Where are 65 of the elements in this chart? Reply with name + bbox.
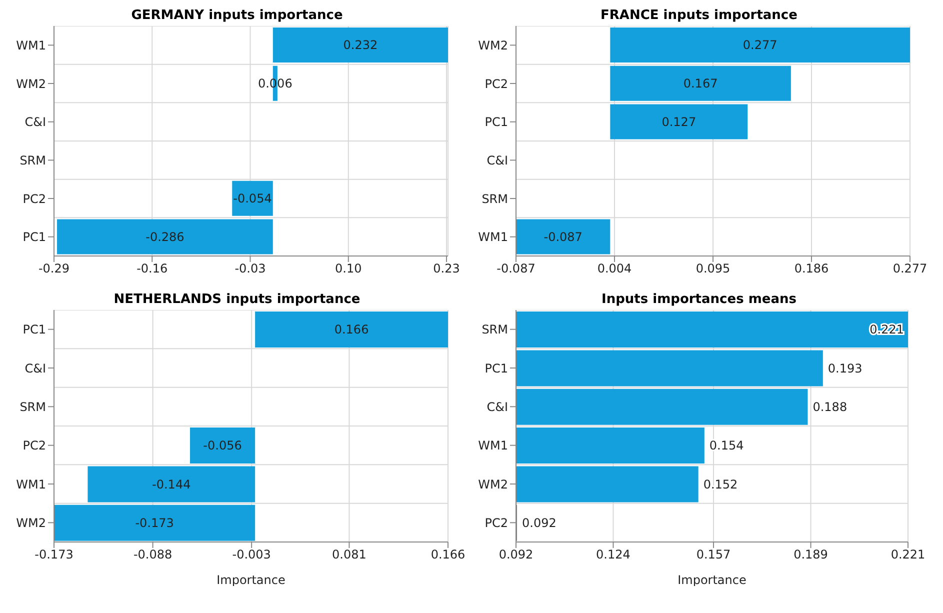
data-label: -0.056 <box>203 438 242 453</box>
x-tick-label: -0.088 <box>133 548 172 562</box>
data-label: 0.232 <box>343 38 378 52</box>
y-tick-label: PC1 <box>484 115 508 130</box>
x-tick-label: 0.095 <box>696 262 730 276</box>
data-label: 0.127 <box>662 114 696 129</box>
data-label: 0.154 <box>709 438 744 453</box>
x-tick-label: -0.003 <box>232 548 271 562</box>
data-label: 0.221 <box>870 322 904 337</box>
y-tick-label: SRM <box>20 153 46 168</box>
y-tick-label: WM1 <box>478 230 508 244</box>
data-label: -0.087 <box>544 230 582 244</box>
y-tick-label: C&I <box>24 361 46 376</box>
x-tick-label: 0.092 <box>498 548 534 562</box>
y-tick-label: C&I <box>24 115 46 130</box>
x-tick-label: 0.277 <box>892 262 928 276</box>
y-tick-label: WM2 <box>16 516 46 530</box>
y-tick-label: WM1 <box>478 438 508 453</box>
chart-title: Inputs importances means <box>600 292 798 309</box>
data-label: -0.173 <box>135 516 174 530</box>
y-tick-label: WM2 <box>478 477 508 492</box>
data-label: 0.277 <box>742 38 778 52</box>
x-tick-label: 0.186 <box>794 262 829 276</box>
chart-title: GERMANY inputs importance <box>130 8 344 25</box>
data-label: -0.144 <box>152 477 191 492</box>
y-tick-label: C&I <box>486 153 508 168</box>
x-tick-label: 0.10 <box>335 262 362 276</box>
x-tick-label: -0.173 <box>34 548 74 562</box>
y-tick-label: WM2 <box>478 38 508 52</box>
x-tick-label: -0.087 <box>496 262 536 276</box>
y-tick-label: SRM <box>20 400 46 414</box>
data-label: -0.054 <box>233 192 272 206</box>
x-tick-label: 0.189 <box>794 548 828 562</box>
y-tick-label: WM1 <box>16 477 46 492</box>
y-tick-label: SRM <box>482 192 508 206</box>
chart-title: FRANCE inputs importance <box>600 8 798 25</box>
x-tick-label: 0.124 <box>596 548 630 562</box>
y-tick-label: PC2 <box>22 438 46 453</box>
data-label: 0.167 <box>683 76 718 91</box>
chart-title: NETHERLANDS inputs importance <box>112 292 362 309</box>
y-tick-label: WM1 <box>16 38 46 52</box>
y-tick-label: PC2 <box>484 76 508 91</box>
y-tick-label: WM2 <box>16 76 46 91</box>
y-tick-label: PC1 <box>22 230 46 244</box>
data-label: 0.152 <box>703 477 738 492</box>
x-tick-label: -0.29 <box>38 262 70 276</box>
x-tick-label: -0.03 <box>234 262 266 276</box>
y-tick-label: PC2 <box>484 516 508 530</box>
data-label: 0.193 <box>828 361 862 376</box>
data-label: 0.092 <box>522 516 556 530</box>
x-tick-label: 0.23 <box>433 262 460 276</box>
x-tick-label: 0.157 <box>696 548 731 562</box>
y-tick-label: PC1 <box>484 361 508 376</box>
x-tick-label: 0.221 <box>890 548 926 562</box>
x-tick-label: 0.081 <box>332 548 366 562</box>
data-label: 0.188 <box>812 400 848 414</box>
data-label: -0.286 <box>146 230 184 244</box>
y-tick-label: C&I <box>486 400 508 414</box>
x-tick-label: 0.166 <box>430 548 466 562</box>
y-tick-label: PC1 <box>22 322 46 337</box>
x-tick-label: -0.16 <box>136 262 168 276</box>
data-label: 0.166 <box>334 322 369 337</box>
x-tick-label: 0.004 <box>597 262 632 276</box>
y-tick-label: SRM <box>482 322 508 337</box>
y-tick-label: PC2 <box>22 192 46 206</box>
